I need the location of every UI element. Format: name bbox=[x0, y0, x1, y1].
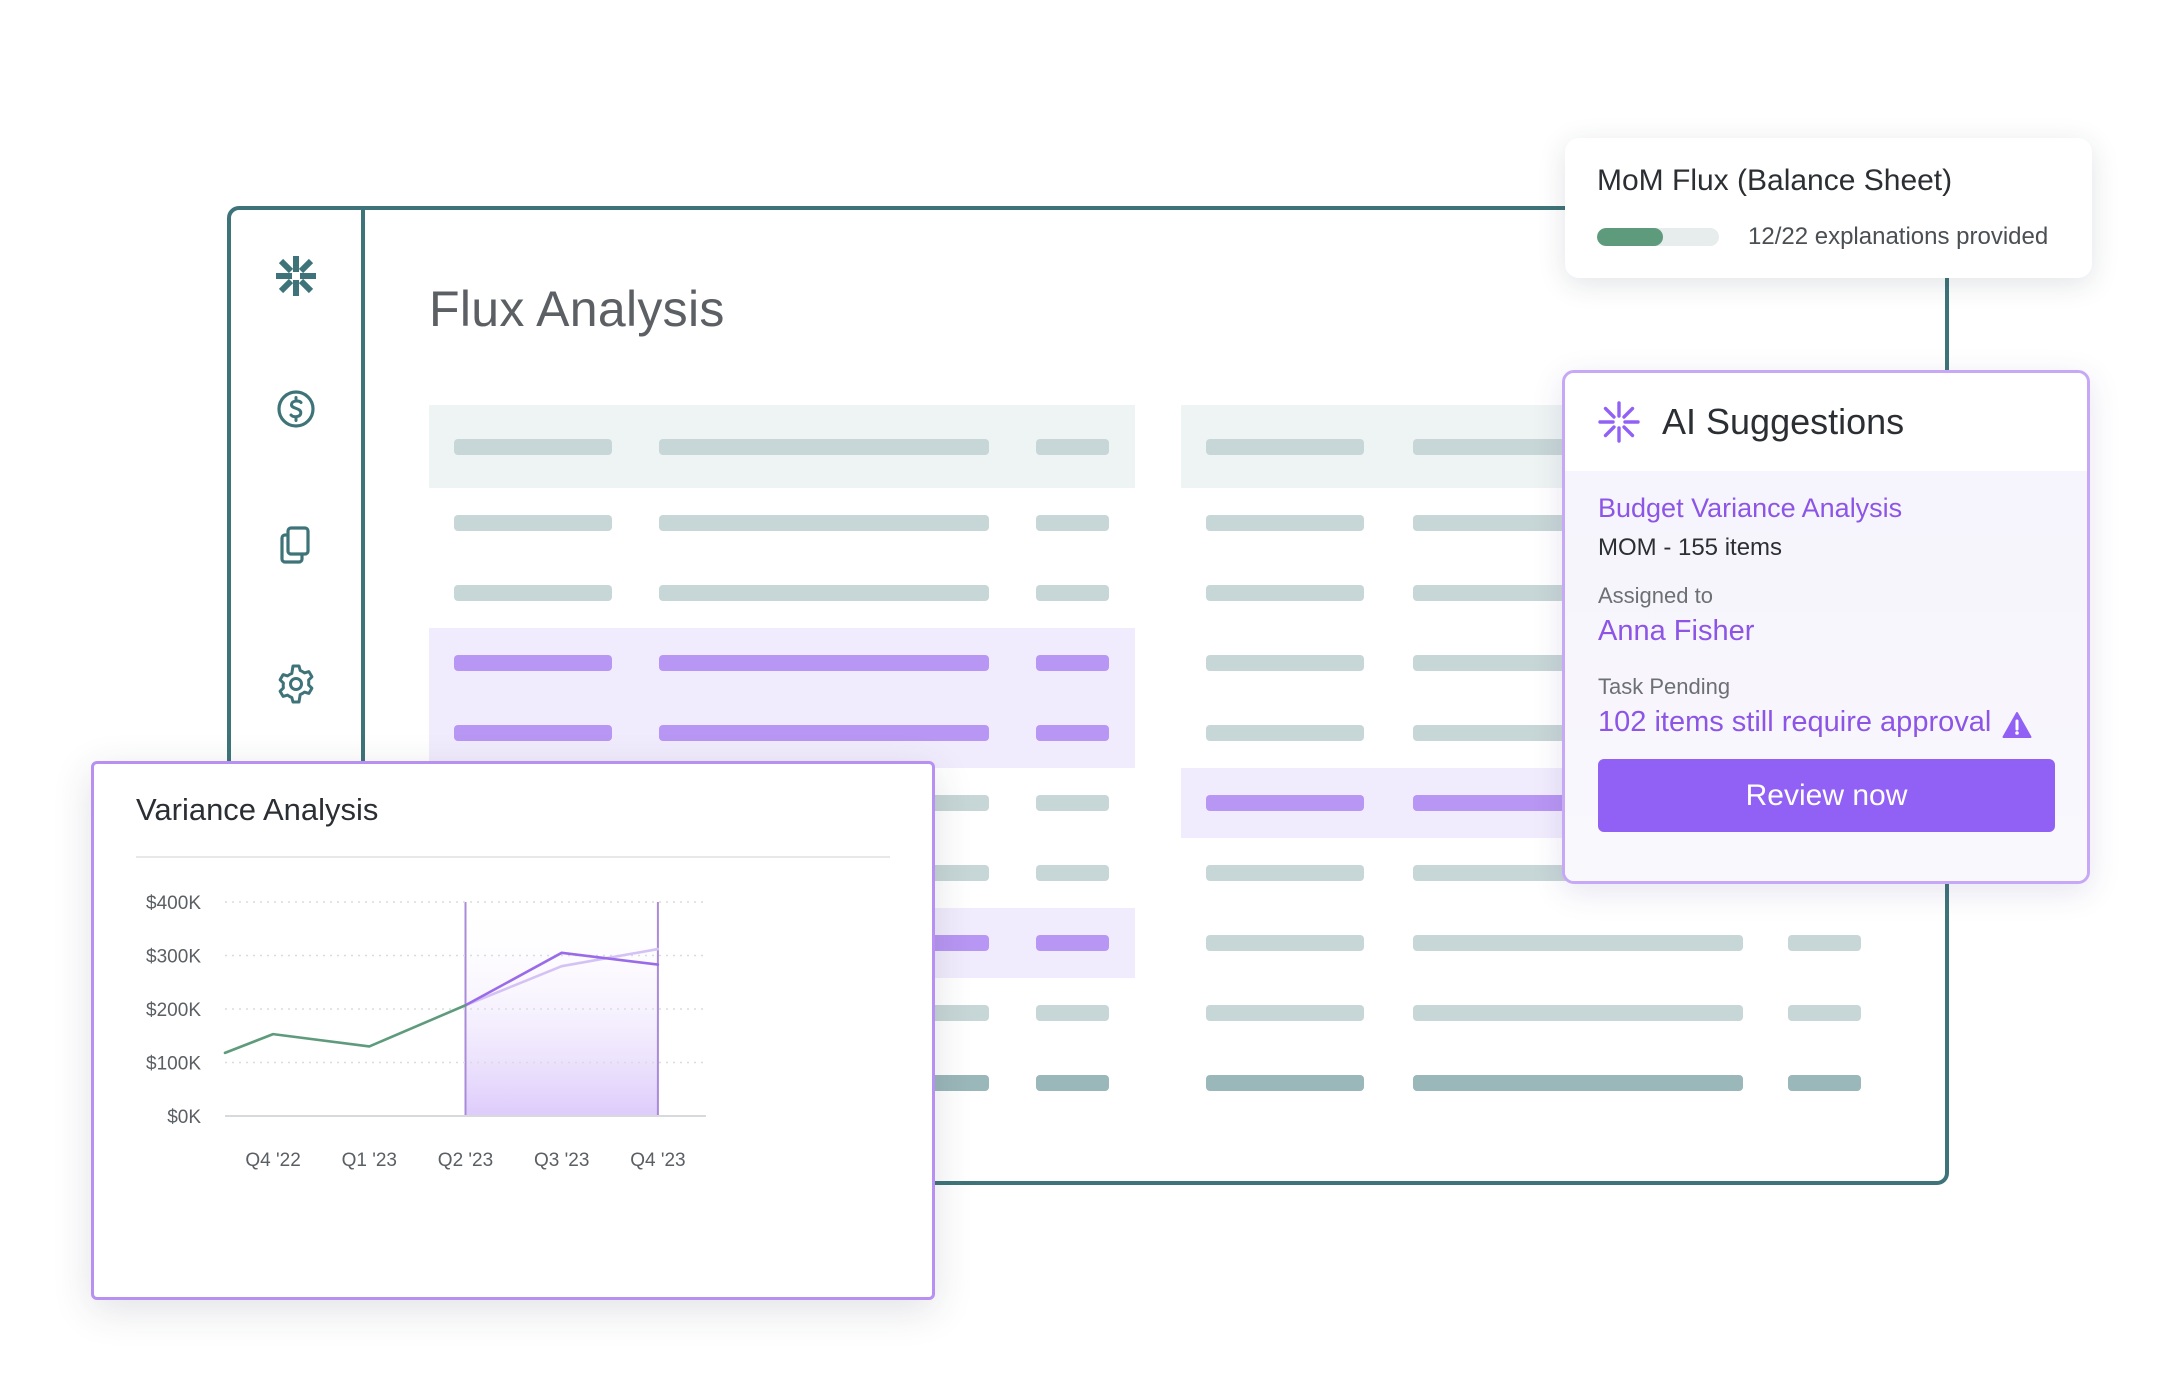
explanations-progress-bar bbox=[1597, 228, 1719, 246]
logo-icon[interactable] bbox=[268, 248, 324, 304]
chart-divider bbox=[136, 856, 890, 858]
review-now-button[interactable]: Review now bbox=[1598, 759, 2055, 832]
y-tick-label: $300K bbox=[146, 947, 201, 968]
table-row[interactable] bbox=[1181, 978, 1901, 1048]
x-tick-label: Q3 '23 bbox=[534, 1150, 589, 1171]
table-row-highlighted[interactable] bbox=[429, 628, 1135, 698]
ai-suggestions-title: AI Suggestions bbox=[1662, 401, 1905, 442]
task-name-link[interactable]: Budget Variance Analysis bbox=[1598, 493, 1903, 523]
table-row[interactable] bbox=[1181, 1048, 1901, 1118]
ai-suggestions-header: AI Suggestions bbox=[1565, 373, 2087, 471]
x-tick-label: Q4 '23 bbox=[630, 1150, 685, 1171]
x-tick-label: Q4 '22 bbox=[245, 1150, 300, 1171]
chart-title: Variance Analysis bbox=[136, 792, 379, 827]
table-row[interactable] bbox=[429, 558, 1135, 628]
y-tick-label: $200K bbox=[146, 1000, 201, 1021]
y-tick-label: $400K bbox=[146, 893, 201, 914]
variance-analysis-card: Variance Analysis $400K $300K $200K $100K $0… bbox=[91, 761, 935, 1300]
pending-label: Task Pending bbox=[1598, 674, 1731, 699]
table-row[interactable] bbox=[429, 488, 1135, 558]
assignee-link[interactable]: Anna Fisher bbox=[1598, 615, 1755, 647]
table-row[interactable] bbox=[1181, 908, 1901, 978]
variance-chart: $400K $300K $200K $100K $0K Q4 '22 Q1 '23 Q2 '2… bbox=[146, 893, 706, 1171]
sidebar bbox=[231, 210, 365, 1181]
x-tick-label: Q2 '23 bbox=[438, 1150, 493, 1171]
series-line-3 bbox=[464, 947, 660, 1007]
mom-flux-title: MoM Flux (Balance Sheet) bbox=[1597, 164, 1953, 197]
y-tick-label: $100K bbox=[146, 1054, 201, 1075]
page-title: Flux Analysis bbox=[429, 281, 725, 337]
sparkle-icon bbox=[1598, 401, 1640, 443]
table-row-highlighted[interactable] bbox=[429, 698, 1135, 768]
gear-icon[interactable] bbox=[268, 656, 324, 712]
series-line-2 bbox=[464, 951, 660, 1007]
x-tick-label: Q1 '23 bbox=[342, 1150, 397, 1171]
series-line-1 bbox=[223, 1003, 467, 1055]
ai-suggestion-body: Budget Variance Analysis MOM - 155 items… bbox=[1565, 471, 2087, 881]
pending-items-text[interactable]: 102 items still require approval bbox=[1598, 706, 1992, 738]
ai-suggestions-card: AI Suggestions Budget Variance Analysis … bbox=[1562, 370, 2090, 884]
y-tick-label: $0K bbox=[167, 1107, 201, 1128]
warning-icon bbox=[2002, 712, 2032, 738]
mom-flux-card[interactable]: MoM Flux (Balance Sheet) 12/22 explanati… bbox=[1565, 138, 2092, 278]
task-detail: MOM - 155 items bbox=[1598, 534, 1783, 561]
assigned-label: Assigned to bbox=[1598, 583, 1713, 608]
table-header bbox=[429, 405, 1135, 488]
dollar-icon[interactable] bbox=[268, 381, 324, 437]
explanations-status: 12/22 explanations provided bbox=[1748, 223, 2049, 250]
progress-fill bbox=[1597, 228, 1664, 246]
documents-icon[interactable] bbox=[268, 517, 324, 573]
